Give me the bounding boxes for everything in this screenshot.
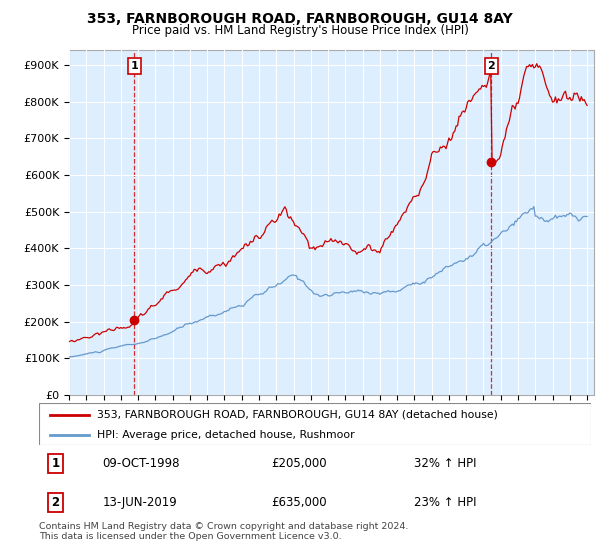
Text: 1: 1 bbox=[52, 457, 59, 470]
Text: Contains HM Land Registry data © Crown copyright and database right 2024.
This d: Contains HM Land Registry data © Crown c… bbox=[39, 522, 409, 542]
Text: 353, FARNBOROUGH ROAD, FARNBOROUGH, GU14 8AY (detached house): 353, FARNBOROUGH ROAD, FARNBOROUGH, GU14… bbox=[97, 410, 498, 420]
Text: 32% ↑ HPI: 32% ↑ HPI bbox=[415, 457, 477, 470]
Text: £635,000: £635,000 bbox=[271, 496, 326, 509]
Text: 2: 2 bbox=[52, 496, 59, 509]
Text: Price paid vs. HM Land Registry's House Price Index (HPI): Price paid vs. HM Land Registry's House … bbox=[131, 24, 469, 36]
Text: HPI: Average price, detached house, Rushmoor: HPI: Average price, detached house, Rush… bbox=[97, 430, 355, 440]
Text: 09-OCT-1998: 09-OCT-1998 bbox=[103, 457, 180, 470]
Text: 1: 1 bbox=[130, 61, 138, 71]
Text: £205,000: £205,000 bbox=[271, 457, 326, 470]
Text: 353, FARNBOROUGH ROAD, FARNBOROUGH, GU14 8AY: 353, FARNBOROUGH ROAD, FARNBOROUGH, GU14… bbox=[87, 12, 513, 26]
Text: 13-JUN-2019: 13-JUN-2019 bbox=[103, 496, 177, 509]
Text: 23% ↑ HPI: 23% ↑ HPI bbox=[415, 496, 477, 509]
FancyBboxPatch shape bbox=[39, 403, 591, 445]
Text: 2: 2 bbox=[487, 61, 495, 71]
